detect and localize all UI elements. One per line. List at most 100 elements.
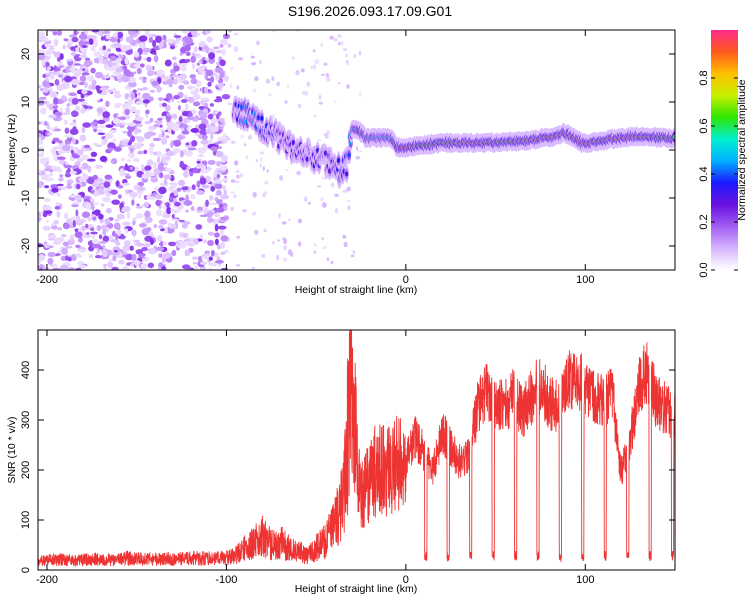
- spectrogram-cell: [69, 170, 77, 175]
- spectrogram-cell: [128, 191, 138, 198]
- spectrogram-cell: [248, 134, 253, 140]
- spectrogram-cell: [134, 116, 144, 122]
- spectrogram-cell: [204, 124, 213, 129]
- spectrogram-cell: [262, 192, 266, 198]
- spectrogram-cell: [69, 194, 77, 198]
- spectrogram-cell: [81, 101, 88, 105]
- spectrogram-cell: [77, 248, 87, 252]
- spectrogram-cell: [50, 165, 58, 170]
- spectrogram-cell: [334, 208, 338, 214]
- spectrogram-cell: [326, 76, 331, 82]
- spectrogram-cell: [181, 99, 188, 103]
- spectrogram-cell: [163, 226, 169, 234]
- spectrogram-cell: [337, 41, 342, 46]
- spectrogram-cell: [91, 79, 97, 86]
- spectrogram-cell: [234, 180, 240, 184]
- spectrogram-cell: [56, 192, 61, 197]
- spectrogram-cell: [165, 135, 170, 139]
- spectrogram-cell: [164, 156, 171, 160]
- spectrogram-cell: [352, 250, 356, 255]
- spectrogram-cell: [164, 202, 169, 206]
- spectrogram-cell: [163, 178, 168, 186]
- spectrogram-cell: [334, 193, 339, 197]
- spectrogram-cell: [196, 62, 200, 66]
- spectrogram-cell: [88, 84, 93, 90]
- spectrogram-cell: [672, 134, 675, 140]
- spectrogram-cell: [185, 58, 191, 63]
- spectrogram-cell: [142, 99, 150, 104]
- spectrogram-cell: [71, 78, 80, 86]
- spectrogram-cell: [190, 78, 198, 85]
- spectrogram-cell: [133, 142, 140, 147]
- spectrogram-cell: [355, 155, 361, 160]
- spectrogram-x-tick-label: 0: [403, 274, 409, 286]
- spectrogram-cell: [115, 241, 121, 246]
- spectrogram-cell: [135, 249, 144, 255]
- spectrogram-cell: [110, 189, 118, 195]
- spectrogram-cell: [212, 110, 218, 113]
- spectrogram-cell: [192, 262, 198, 265]
- spectrogram-cell: [177, 244, 187, 249]
- spectrogram-cell: [110, 74, 115, 78]
- spectrogram-cell: [63, 164, 73, 169]
- spectrogram-y-axis: -20 -10 0 10 20: [20, 48, 675, 254]
- spectrogram-cell: [56, 30, 63, 36]
- colorbar-tick-label: 0.8: [698, 70, 710, 85]
- spectrogram-cell: [338, 82, 341, 85]
- spectrogram-cell: [81, 51, 87, 56]
- spectrogram-cell: [266, 169, 269, 173]
- spectrogram-cell: [174, 201, 181, 207]
- spectrogram-cell: [330, 260, 334, 265]
- spectrogram-cell: [238, 57, 243, 61]
- spectrogram-cell: [157, 117, 163, 121]
- spectrogram-cell: [177, 100, 181, 104]
- spectrogram-cell: [52, 241, 62, 245]
- spectrogram-cell: [179, 73, 187, 81]
- spectrogram-cell: [101, 224, 107, 230]
- spectrogram-cell: [196, 160, 201, 164]
- spectrogram-cell: [88, 35, 98, 39]
- spectrogram-cell: [216, 97, 223, 101]
- spectrogram-cell: [202, 184, 210, 189]
- spectrogram-cell: [56, 84, 64, 91]
- spectrogram-cell: [127, 122, 137, 127]
- spectrogram-cell: [155, 199, 161, 207]
- spectrogram-cell: [288, 218, 291, 221]
- spectrogram-cell: [49, 173, 53, 177]
- spectrogram-cell: [296, 170, 301, 176]
- spectrogram-cell: [76, 149, 84, 156]
- spectrogram-cell: [208, 256, 213, 261]
- spectrogram-cell: [121, 206, 131, 213]
- spectrogram-cell: [298, 241, 302, 247]
- spectrogram-cell: [74, 253, 81, 257]
- spectrogram-cell: [202, 59, 207, 65]
- spectrogram-cell: [214, 179, 223, 184]
- spectrogram-cell: [316, 185, 322, 188]
- spectrogram-cell: [66, 103, 71, 107]
- spectrogram-cell: [131, 253, 137, 261]
- spectrogram-cell: [122, 179, 128, 184]
- spectrogram-cell: [105, 124, 114, 128]
- snr-x-axis-title: Height of straight line (km): [295, 583, 418, 595]
- spectrogram-cell: [74, 45, 78, 48]
- spectrogram-cell: [118, 194, 122, 199]
- spectrogram-cell: [347, 205, 351, 211]
- spectrogram-cell: [223, 75, 229, 82]
- spectrogram-cell: [165, 150, 175, 157]
- spectrogram-cell: [58, 65, 64, 68]
- spectrogram-cell: [230, 179, 236, 183]
- spectrogram-cell: [51, 187, 59, 193]
- spectrogram-cell: [251, 62, 257, 66]
- spectrogram-cell: [149, 149, 154, 155]
- spectrogram-cell: [123, 240, 131, 246]
- spectrogram-cell: [163, 174, 172, 180]
- spectrogram-cell: [158, 172, 164, 179]
- spectrogram-cell: [122, 182, 130, 186]
- spectrogram-cell: [124, 57, 129, 65]
- spectrogram-cell: [53, 128, 62, 132]
- spectrogram-cell: [252, 191, 257, 198]
- spectrogram-cell: [230, 191, 235, 194]
- spectrogram-cell: [80, 93, 85, 99]
- spectrogram-cell: [154, 186, 159, 192]
